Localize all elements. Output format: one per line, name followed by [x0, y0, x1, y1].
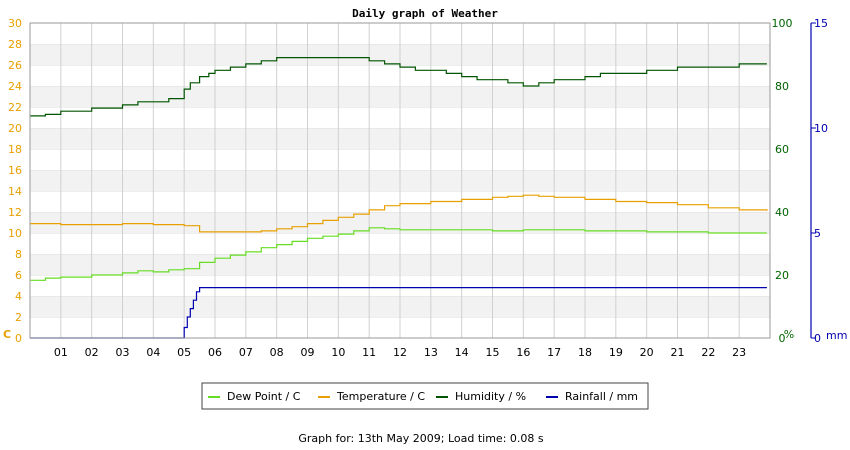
series-temperature-line: [30, 194, 768, 233]
left-tick-label: 0: [15, 332, 22, 345]
x-tick-label: 16: [516, 346, 530, 359]
series-humidity-line: [30, 57, 767, 117]
x-tick-label: 23: [732, 346, 746, 359]
x-tick-label: 06: [208, 346, 222, 359]
x-tick-label: 18: [578, 346, 592, 359]
rain-axis-unit: mm: [826, 329, 847, 342]
x-tick-label: 21: [671, 346, 685, 359]
left-tick-label: 14: [8, 185, 22, 198]
x-tick-label: 09: [301, 346, 315, 359]
legend-label-temperature: Temperature / C: [336, 390, 425, 403]
chart-title: Daily graph of Weather: [352, 7, 498, 20]
left-tick-label: 20: [8, 122, 22, 135]
left-tick-label: 18: [8, 143, 22, 156]
x-tick-label: 01: [54, 346, 68, 359]
left-tick-label: 28: [8, 38, 22, 51]
x-tick-label: 22: [701, 346, 715, 359]
humidity-tick-label: 40: [775, 206, 789, 219]
x-tick-label: 02: [85, 346, 99, 359]
left-axis-unit: C: [3, 328, 11, 341]
rain-tick-label: 0: [814, 332, 821, 345]
plot-frame: [29, 22, 771, 339]
left-tick-label: 30: [8, 17, 22, 30]
rain-tick-label: 5: [814, 227, 821, 240]
x-tick-label: 13: [424, 346, 438, 359]
left-tick-label: 26: [8, 59, 22, 72]
rain-tick-label: 10: [814, 122, 828, 135]
x-tick-label: 03: [116, 346, 130, 359]
legend-label-dew-point: Dew Point / C: [227, 390, 301, 403]
legend-label-humidity: Humidity / %: [455, 390, 526, 403]
humidity-tick-label: 20: [775, 269, 789, 282]
x-tick-label: 10: [331, 346, 345, 359]
legend: Dew Point / C Temperature / C Humidity / %…: [201, 382, 649, 410]
x-tick-label: 07: [239, 346, 253, 359]
left-tick-label: 10: [8, 227, 22, 240]
x-tick-label: 11: [362, 346, 376, 359]
x-tick-label: 12: [393, 346, 407, 359]
left-tick-label: 16: [8, 164, 22, 177]
x-tick-label: 19: [609, 346, 623, 359]
x-tick-label: 08: [270, 346, 284, 359]
rain-tick-label: 15: [814, 17, 828, 30]
humidity-tick-label: 100: [772, 17, 793, 30]
legend-label-rainfall: Rainfall / mm: [565, 390, 638, 403]
left-tick-label: 8: [15, 248, 22, 261]
left-tick-label: 12: [8, 206, 22, 219]
x-tick-label: 05: [177, 346, 191, 359]
x-tick-label: 20: [640, 346, 654, 359]
left-tick-label: 22: [8, 101, 22, 114]
left-tick-label: 6: [15, 269, 22, 282]
x-tick-label: 14: [455, 346, 469, 359]
humidity-tick-label: 60: [775, 143, 789, 156]
x-tick-label: 04: [146, 346, 160, 359]
humidity-axis-unit: %: [784, 328, 794, 341]
left-tick-label: 24: [8, 80, 22, 93]
left-tick-label: 4: [15, 290, 22, 303]
x-tick-label: 15: [486, 346, 500, 359]
x-tick-label: 17: [547, 346, 561, 359]
axes-layer: 01 02 03 04 05 06 07 08 09 10 11 12 13 14 15 16 17 18 19 20…: [3, 17, 847, 359]
series-dew-point-line: [30, 227, 767, 281]
left-tick-label: 2: [15, 311, 22, 324]
legend-box: [201, 382, 649, 410]
humidity-tick-label: 0: [779, 332, 786, 345]
humidity-tick-label: 80: [775, 80, 789, 93]
graph-footer: Graph for: 13th May 2009; Load time: 0.0…: [298, 432, 544, 445]
